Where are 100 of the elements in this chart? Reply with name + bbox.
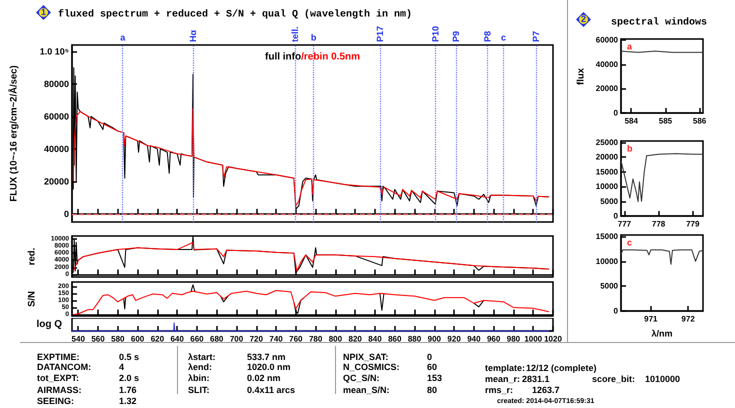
text: rms_r: — [485, 385, 514, 396]
text: 0.4x11 arcs — [247, 385, 296, 396]
x-tick-label: 940 — [467, 334, 482, 344]
y-tick-label: 60000 — [44, 111, 69, 122]
annotation: a — [627, 42, 633, 52]
text: mean_r: — [485, 374, 520, 385]
text: 1.32 — [119, 396, 137, 407]
x-tick-label: 586 — [692, 116, 707, 126]
x-axis-title: λ/nm — [651, 328, 673, 338]
x-tick-label: 820 — [348, 334, 362, 344]
x-tick-label: 700 — [230, 334, 244, 344]
x-tick-label: 778 — [652, 220, 666, 228]
x-tick-label: 777 — [618, 220, 632, 228]
ref-line-label: P17 — [374, 26, 385, 42]
text: 60 — [427, 362, 438, 373]
text: 153 — [427, 373, 442, 384]
text: 80 — [427, 385, 438, 396]
line-series — [620, 153, 704, 202]
x-tick-label: 580 — [111, 334, 126, 344]
y-axis-title: log Q — [36, 319, 62, 330]
y-tick-label: 5000 — [600, 282, 619, 291]
y-tick-label: 20000 — [596, 152, 619, 162]
y-tick-label: 25000 — [596, 138, 619, 147]
text: λend: — [188, 362, 212, 373]
number-badge-icon: 1 — [36, 5, 51, 20]
x-tick-label: 860 — [388, 334, 402, 344]
y-tick-label: 20000 — [596, 84, 619, 94]
y-tick-label: 20000 — [44, 176, 69, 186]
text: λbin: — [188, 373, 210, 384]
text: NPIX_SAT: — [343, 352, 388, 363]
x-tick-label: 585 — [658, 116, 673, 126]
x-tick-label: 660 — [190, 334, 204, 344]
text: DATANCOM: — [37, 362, 92, 373]
x-tick-label: 620 — [150, 334, 165, 344]
x-tick-label: 600 — [130, 334, 145, 344]
x-tick-label: 779 — [686, 220, 700, 228]
x-tick-label: 560 — [91, 334, 106, 344]
x-tick-label: 840 — [368, 334, 382, 344]
y-tick-label: 40000 — [44, 144, 69, 154]
text: EXPTIME: — [37, 352, 80, 363]
text: /rebin 0.5nm — [301, 52, 360, 62]
text: 1.76 — [119, 385, 137, 396]
x-tick-label: 900 — [428, 334, 442, 344]
ref-line-label: P9 — [451, 30, 462, 42]
line-series — [620, 249, 704, 265]
text: 1010000 — [645, 374, 680, 385]
x-tick-label: 584 — [624, 116, 638, 126]
text: 1020.0 nm — [247, 362, 291, 373]
y-tick-label: 0 — [614, 306, 619, 316]
x-tick-label: 880 — [408, 334, 422, 344]
text: 0 — [427, 352, 432, 363]
ref-line-label: P8 — [482, 30, 493, 42]
text: QC_S/N: — [343, 373, 380, 384]
ref-line-label: tell. — [290, 26, 300, 42]
text: 4 — [119, 362, 124, 373]
y-tick-label: 5000 — [600, 196, 619, 206]
text: SEEING: — [37, 396, 74, 407]
chart-title: fluxed spectrum + reduced + S/N + qual Q (wavelength in nm) — [58, 8, 412, 20]
line-series — [72, 108, 550, 206]
x-tick-label: 720 — [250, 334, 264, 344]
x-tick-label: 980 — [506, 334, 521, 344]
x-tick-label: 780 — [308, 334, 323, 344]
text: λstart: — [188, 352, 216, 363]
number-badge-icon: 2 — [576, 12, 591, 27]
annotation: c — [627, 238, 632, 248]
text: AIRMASS: — [37, 385, 82, 396]
x-tick-label: 640 — [170, 334, 184, 344]
text: 1263.7 — [532, 385, 560, 396]
ref-line-label: P10 — [430, 26, 440, 42]
text: SLIT: — [188, 385, 210, 396]
y-tick-label: 0 — [64, 208, 69, 219]
text: template: — [485, 363, 526, 374]
text: tot_EXPT: — [37, 373, 80, 384]
text: 533.7 nm — [247, 352, 286, 363]
x-tick-label: 920 — [447, 334, 462, 344]
x-tick-label: 740 — [269, 334, 284, 344]
y-axis-title: FLUX (10~-16 erg/cm~2/Å/sec) — [8, 65, 20, 202]
text: 0.02 nm — [247, 373, 281, 384]
y-tick-label: 60000 — [596, 36, 619, 45]
text: full info — [264, 52, 302, 62]
y-tick-label: 0 — [614, 212, 619, 220]
line-series — [72, 290, 550, 316]
y-axis-title: flux — [576, 67, 586, 85]
y-tick-label: 15000 — [596, 232, 619, 241]
y-axis-title: S/N — [26, 290, 38, 307]
ref-line-label: c — [501, 32, 506, 42]
x-tick-label: 960 — [486, 334, 501, 344]
x-tick-label: 1000 — [524, 334, 543, 344]
x-tick-label: 760 — [289, 334, 304, 344]
y-tick-label: 10000 — [596, 256, 619, 266]
y-tick-label: 40000 — [596, 60, 619, 69]
text: 2.0 s — [119, 373, 140, 384]
text: score_bit: — [592, 374, 636, 385]
y-tick-label: 15000 — [596, 167, 619, 176]
x-tick-label: 972 — [681, 314, 696, 324]
x-tick-label: 1020 — [544, 334, 562, 344]
text: 2831.1 — [522, 374, 550, 385]
y-tick-label: 80000 — [44, 78, 69, 89]
ref-line-label: b — [310, 32, 317, 42]
text: 12/12 (complete) — [526, 363, 597, 374]
